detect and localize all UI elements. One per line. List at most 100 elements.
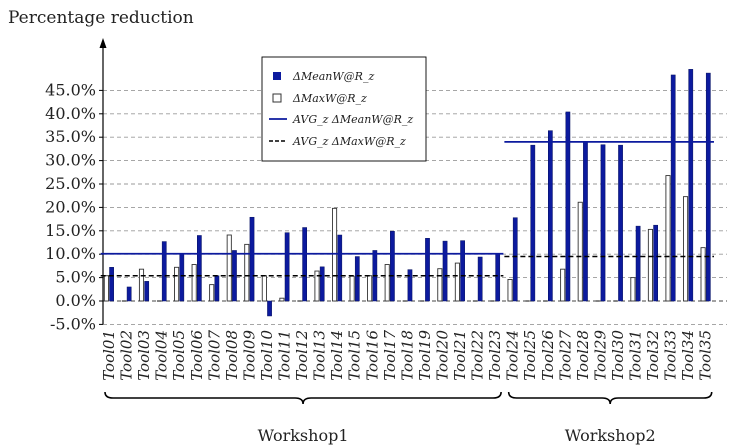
mean-bar <box>319 266 325 302</box>
max-bar <box>683 196 689 302</box>
max-bar <box>490 300 495 302</box>
x-tick-label: Tool30 <box>609 330 627 381</box>
x-tick-label: Tool26 <box>539 330 557 381</box>
mean-bar <box>109 267 114 302</box>
max-bar <box>103 275 109 302</box>
x-tick-label: Tool10 <box>258 330 276 381</box>
x-tick-label: Tool12 <box>293 330 311 381</box>
max-bar <box>560 268 566 302</box>
x-tick-label: Tool20 <box>433 330 451 381</box>
group-label: Workshop1 <box>258 426 349 445</box>
mean-bar <box>126 286 132 302</box>
x-tick-label: Tool25 <box>521 330 539 381</box>
group-brace <box>507 391 713 405</box>
max-bar <box>595 300 600 302</box>
x-tick-label: Tool19 <box>416 330 434 381</box>
max-bar <box>349 275 355 302</box>
mean-bar <box>179 253 185 302</box>
max-bar <box>454 262 460 302</box>
x-tick-label: Tool13 <box>311 330 329 381</box>
y-tick-label: 40.0% <box>45 104 96 123</box>
y-axis-arrow <box>99 38 107 48</box>
x-tick-label: Tool22 <box>469 330 487 381</box>
mean-bar <box>618 144 623 302</box>
y-tick-label: 15.0% <box>45 221 96 240</box>
x-tick-label: Tool03 <box>135 330 153 381</box>
x-tick-label: Tool01 <box>100 330 118 381</box>
group-braces: Workshop1 Workshop2 <box>104 391 713 445</box>
x-tick-label: Tool17 <box>381 330 399 381</box>
mean-bar <box>425 238 430 302</box>
x-tick-label: Tool06 <box>188 330 206 381</box>
bars <box>103 69 711 317</box>
y-tick-label: 10.0% <box>45 244 96 263</box>
mean-bar <box>512 217 518 302</box>
x-tick-label: Tool21 <box>451 330 469 381</box>
legend-swatch <box>273 72 281 80</box>
x-tick-label: Tool32 <box>644 330 662 381</box>
max-bar <box>121 300 127 302</box>
legend-label: AVG_z ΔMaxW@R_z <box>292 135 406 148</box>
x-tick-label: Tool08 <box>223 330 241 381</box>
max-bar <box>138 268 145 302</box>
max-bar <box>402 300 407 302</box>
max-bar <box>156 300 162 302</box>
group-brace <box>104 391 502 405</box>
y-tick-label: 5.0% <box>55 268 96 287</box>
y-axis: -5.0% 0.0% 5.0% 10.0% 15.0% 20.0% 25.0% 30.0% 35… <box>45 38 107 333</box>
x-tick-label: Tool15 <box>346 330 364 381</box>
y-tick-label: 20.0% <box>45 197 96 216</box>
x-tick-label: Tool35 <box>697 330 715 381</box>
mean-bar <box>302 227 307 302</box>
x-tick-label: Tool09 <box>240 330 258 381</box>
x-tick-label: Tool34 <box>679 330 697 381</box>
mean-bar <box>583 141 588 302</box>
max-bar <box>314 270 320 302</box>
y-axis-title: Percentage reduction <box>8 8 194 28</box>
mean-bar <box>495 253 501 302</box>
x-tick-label: Tool28 <box>574 330 592 381</box>
max-bar <box>244 243 250 302</box>
x-tick-label: Tool29 <box>591 330 609 381</box>
group-label: Workshop2 <box>565 426 656 445</box>
mean-bar <box>407 269 413 302</box>
max-bar <box>367 275 373 302</box>
legend-label: AVG_z ΔMeanW@R_z <box>292 113 413 126</box>
legend-box <box>261 56 427 162</box>
x-tick-label: Tool31 <box>627 330 645 381</box>
max-bar <box>630 277 636 302</box>
y-tick-label: 0.0% <box>55 291 96 310</box>
y-tick-label: 25.0% <box>45 174 96 193</box>
x-tick-label: Tool18 <box>398 330 416 381</box>
max-bar <box>525 300 530 302</box>
legend-label: ΔMaxW@R_z <box>292 92 367 105</box>
mean-bar <box>705 72 711 302</box>
mean-bar <box>267 300 272 317</box>
y-tick-label: -5.0% <box>50 314 96 333</box>
x-tick-label: Tool27 <box>556 330 574 381</box>
average-lines <box>100 140 714 277</box>
x-tick-label: Tool24 <box>504 330 522 381</box>
y-tick-label: 30.0% <box>45 151 96 170</box>
max-bar <box>507 279 513 302</box>
max-bar <box>472 300 478 302</box>
mean-bar <box>670 74 676 302</box>
x-axis: Tool01 Tool02 Tool03 Tool04 Tool05 Tool06 Tool… <box>100 330 715 381</box>
mean-bar <box>460 240 465 302</box>
max-bar <box>420 300 425 302</box>
mean-bar <box>477 256 483 302</box>
mean-bar <box>635 225 641 302</box>
y-tick-label: 45.0% <box>45 80 96 99</box>
mean-bar <box>161 241 167 302</box>
y-tick-label: 35.0% <box>45 127 96 146</box>
mean-bar <box>600 144 606 302</box>
max-bar <box>647 228 653 302</box>
max-bar <box>261 275 267 302</box>
max-bar <box>543 300 548 302</box>
mean-bar <box>565 111 571 302</box>
mean-bar <box>284 232 290 302</box>
mean-bar <box>197 235 202 302</box>
mean-bar <box>249 216 255 302</box>
x-tick-label: Tool33 <box>662 330 680 381</box>
